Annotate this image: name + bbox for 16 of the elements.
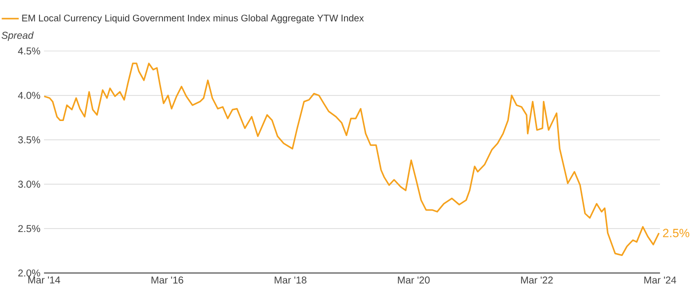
legend-label: EM Local Currency Liquid Government Index minus Global Aggregate YTW Index	[22, 14, 364, 24]
x-tick-label: Mar '18	[274, 276, 306, 284]
y-tick-label: 2.0%	[18, 269, 40, 277]
y-tick-label: 4.5%	[18, 47, 40, 54]
x-tick-label: Mar '16	[152, 276, 184, 284]
line-series	[43, 62, 660, 256]
annotation: 2.5%	[663, 228, 690, 238]
x-tick-label: Mar '14	[28, 276, 60, 284]
y-tick-label: 4.0%	[18, 92, 40, 99]
x-tick-label: Mar '20	[398, 276, 430, 284]
y-tick-label: 2.5%	[18, 225, 40, 232]
x-tick-label: Mar '24	[644, 276, 676, 284]
x-tick-label: Mar '22	[521, 276, 553, 284]
y-axis-title: Spread	[2, 32, 34, 41]
y-tick-label: 3.0%	[18, 180, 40, 188]
y-tick-label: 3.5%	[18, 136, 40, 144]
